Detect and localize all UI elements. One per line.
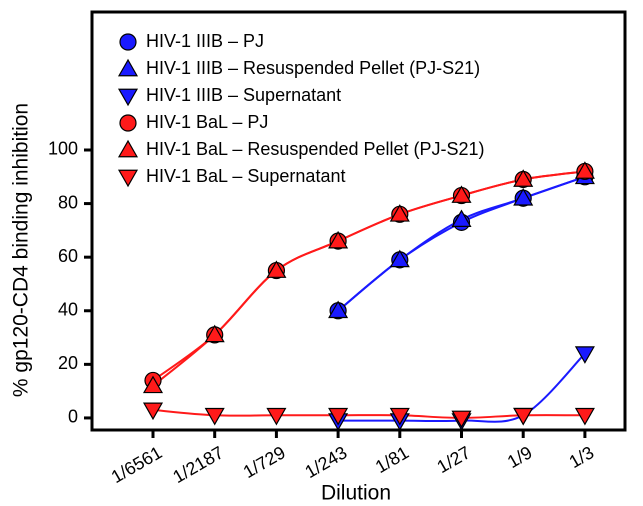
y-tick-label: 60 — [58, 246, 78, 266]
legend-label: HIV-1 BaL – Resuspended Pellet (PJ-S21) — [146, 139, 485, 159]
marker — [328, 230, 349, 249]
x-tick-label: 1/6561 — [108, 442, 166, 487]
marker — [574, 346, 595, 364]
marker — [574, 161, 595, 179]
y-tick-label: 0 — [68, 407, 78, 427]
marker — [451, 209, 472, 228]
marker — [266, 260, 287, 278]
legend-label: HIV-1 IIIB – PJ — [146, 31, 264, 51]
legend-marker — [117, 169, 139, 188]
marker — [389, 204, 410, 222]
legend-label: HIV-1 BaL – PJ — [146, 112, 268, 132]
marker — [513, 188, 534, 206]
legend-marker — [119, 33, 137, 51]
marker — [451, 410, 472, 429]
marker — [142, 402, 164, 421]
marker — [513, 169, 534, 187]
marker — [389, 407, 410, 426]
legend-marker — [117, 58, 139, 77]
marker — [328, 407, 349, 426]
legend-label: HIV-1 IIIB – Resuspended Pellet (PJ-S21) — [146, 58, 480, 78]
legend-marker — [117, 139, 139, 158]
legend-label: HIV-1 BaL – Supernatant — [146, 166, 345, 186]
x-tick-label: 1/3 — [566, 442, 598, 472]
marker — [513, 407, 534, 426]
y-tick-label: 20 — [58, 353, 78, 373]
legend-marker — [117, 88, 139, 107]
marker — [204, 407, 225, 426]
legend-marker — [119, 114, 137, 132]
y-tick-label: 40 — [58, 300, 78, 320]
marker — [574, 407, 595, 426]
y-axis-label: % gp120-CD4 binding inhibition — [10, 103, 33, 397]
x-tick-label: 1/9 — [504, 442, 536, 472]
plot-frame — [90, 10, 627, 432]
marker — [389, 249, 410, 268]
marker — [204, 324, 225, 343]
x-tick-label: 1/81 — [372, 442, 412, 477]
legend-label: HIV-1 IIIB – Supernatant — [146, 85, 341, 105]
x-tick-label: 1/2187 — [169, 442, 227, 487]
y-tick-label: 100 — [48, 139, 78, 159]
marker — [328, 300, 349, 319]
marker — [266, 407, 287, 426]
x-tick-label: 1/27 — [434, 442, 474, 477]
x-tick-label: 1/729 — [240, 442, 289, 482]
x-axis-label: Dilution — [321, 482, 391, 505]
x-tick-label: 1/243 — [301, 442, 350, 482]
marker — [142, 375, 164, 394]
y-tick-label: 80 — [58, 192, 78, 212]
marker — [451, 185, 472, 203]
